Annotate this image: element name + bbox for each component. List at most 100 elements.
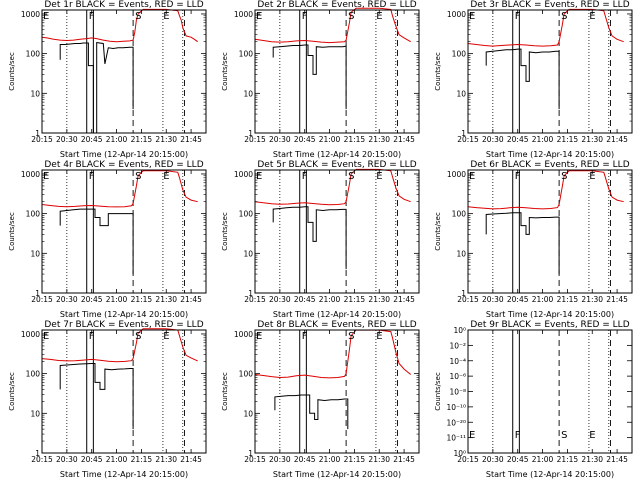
x-tick-label: 21:45 (180, 135, 202, 144)
x-tick-label: 20:15 (31, 135, 53, 144)
y-tick-label: 10⁰ (453, 449, 466, 458)
plot-frame (41, 169, 207, 294)
x-tick-label: 20:15 (31, 295, 53, 304)
time-marker: S (135, 331, 141, 342)
x-tick-label: 20:45 (81, 295, 103, 304)
detector-panel: Det 3r BLACK = Events, RED = LLD Counts/s… (426, 0, 639, 160)
time-marker: E (589, 11, 595, 22)
y-tick-label: 10 (243, 89, 253, 98)
y-tick-label: 10 (30, 89, 40, 98)
y-tick-label: 100 (239, 210, 254, 219)
y-tick-label: 1000 (21, 330, 40, 339)
x-tick-label: 20:15 (244, 295, 266, 304)
time-marker: E (163, 331, 169, 342)
y-axis-label: Counts/sec (221, 52, 229, 91)
detector-panel: Det 9r BLACK = Events, RED = LLD Counts/s… (426, 320, 639, 480)
lld-series-line (254, 168, 411, 206)
time-marker: S (135, 11, 141, 22)
x-tick-label: 21:15 (557, 295, 579, 304)
chart-title: Det 9r BLACK = Events, RED = LLD (470, 320, 629, 330)
y-axis-label: Counts/sec (434, 52, 442, 91)
x-tick-label: 20:45 (81, 455, 103, 464)
detector-chart: Det 9r BLACK = Events, RED = LLD Counts/s… (434, 320, 633, 479)
y-tick-label: 10 (243, 249, 253, 258)
y-tick-label: 100 (26, 50, 41, 59)
y-tick-label: 10 (30, 249, 40, 258)
plot-frame (254, 169, 420, 294)
time-marker: E (469, 11, 475, 22)
detector-chart: Det 2r BLACK = Events, RED = LLD Counts/s… (221, 0, 420, 159)
x-tick-label: 20:15 (244, 135, 266, 144)
time-marker: E (163, 171, 169, 182)
time-marker: E (376, 331, 382, 342)
detector-chart: Det 1r BLACK = Events, RED = LLD Counts/s… (8, 0, 207, 159)
x-tick-label: 21:30 (581, 135, 603, 144)
y-tick-label: 1000 (21, 170, 40, 179)
y-tick-label: 100 (26, 370, 41, 379)
time-marker: F (515, 171, 521, 182)
x-tick-label: 21:00 (106, 455, 128, 464)
y-axis-label: Counts/sec (434, 372, 442, 411)
x-axis-label: Start Time (12-Apr-14 20:15:00) (273, 310, 401, 319)
time-marker: E (376, 171, 382, 182)
x-axis-label: Start Time (12-Apr-14 20:15:00) (60, 310, 188, 319)
x-tick-label: 21:30 (155, 295, 177, 304)
x-tick-label: 20:30 (482, 295, 504, 304)
y-tick-label: 10 (456, 89, 466, 98)
x-tick-label: 20:45 (294, 455, 316, 464)
events-series-line (485, 212, 560, 275)
x-axis-label: Start Time (12-Apr-14 20:15:00) (486, 310, 614, 319)
time-marker: E (43, 171, 49, 182)
plot-frame (41, 329, 207, 454)
y-tick-label: 1 (35, 449, 40, 458)
lld-series-line (41, 170, 198, 208)
x-tick-label: 21:15 (557, 455, 579, 464)
x-tick-label: 20:30 (269, 135, 291, 144)
time-marker: S (561, 11, 567, 22)
plot-frame (254, 9, 420, 134)
y-tick-label: 1 (248, 449, 253, 458)
time-marker: E (469, 171, 475, 182)
x-tick-label: 21:00 (319, 135, 341, 144)
y-tick-label: 1 (248, 129, 253, 138)
y-tick-label: 1000 (234, 170, 253, 179)
x-tick-label: 21:30 (581, 455, 603, 464)
x-tick-label: 20:30 (269, 455, 291, 464)
time-marker: E (43, 11, 49, 22)
detector-chart: Det 5r BLACK = Events, RED = LLD Counts/s… (221, 160, 420, 319)
x-tick-label: 21:15 (131, 455, 153, 464)
y-axis-label: Counts/sec (8, 372, 16, 411)
y-tick-label: 10⁻²⁰ (446, 418, 466, 427)
time-marker: F (302, 331, 308, 342)
x-tick-label: 21:00 (106, 295, 128, 304)
y-tick-label: 100 (452, 210, 467, 219)
detector-chart: Det 4r BLACK = Events, RED = LLD Counts/s… (8, 160, 207, 319)
y-tick-label: 1000 (447, 10, 466, 19)
y-tick-label: 10 (456, 249, 466, 258)
x-tick-label: 21:00 (319, 295, 341, 304)
x-tick-label: 20:30 (56, 135, 78, 144)
x-tick-label: 21:45 (606, 135, 628, 144)
x-tick-label: 20:30 (482, 455, 504, 464)
y-tick-label: 1000 (447, 170, 466, 179)
detector-chart: Det 8r BLACK = Events, RED = LLD Counts/s… (221, 320, 420, 479)
x-tick-label: 21:00 (319, 455, 341, 464)
y-tick-label: 1 (461, 129, 466, 138)
x-tick-label: 20:15 (244, 455, 266, 464)
time-marker: E (256, 11, 262, 22)
x-tick-label: 21:15 (344, 455, 366, 464)
x-axis-label: Start Time (12-Apr-14 20:15:00) (60, 470, 188, 479)
x-tick-label: 21:00 (532, 295, 554, 304)
y-tick-label: 1 (248, 289, 253, 298)
y-tick-label: 10⁻¹¹ (446, 434, 466, 443)
time-marker: E (376, 11, 382, 22)
y-tick-label: 10⁻² (449, 341, 466, 350)
y-axis-label: Counts/sec (434, 212, 442, 251)
chart-title: Det 7r BLACK = Events, RED = LLD (44, 320, 203, 330)
time-marker: F (515, 11, 521, 22)
time-marker: E (469, 430, 475, 441)
y-tick-label: 100 (26, 210, 41, 219)
x-tick-label: 20:30 (269, 295, 291, 304)
x-tick-label: 21:15 (131, 295, 153, 304)
events-series-line (274, 394, 349, 430)
